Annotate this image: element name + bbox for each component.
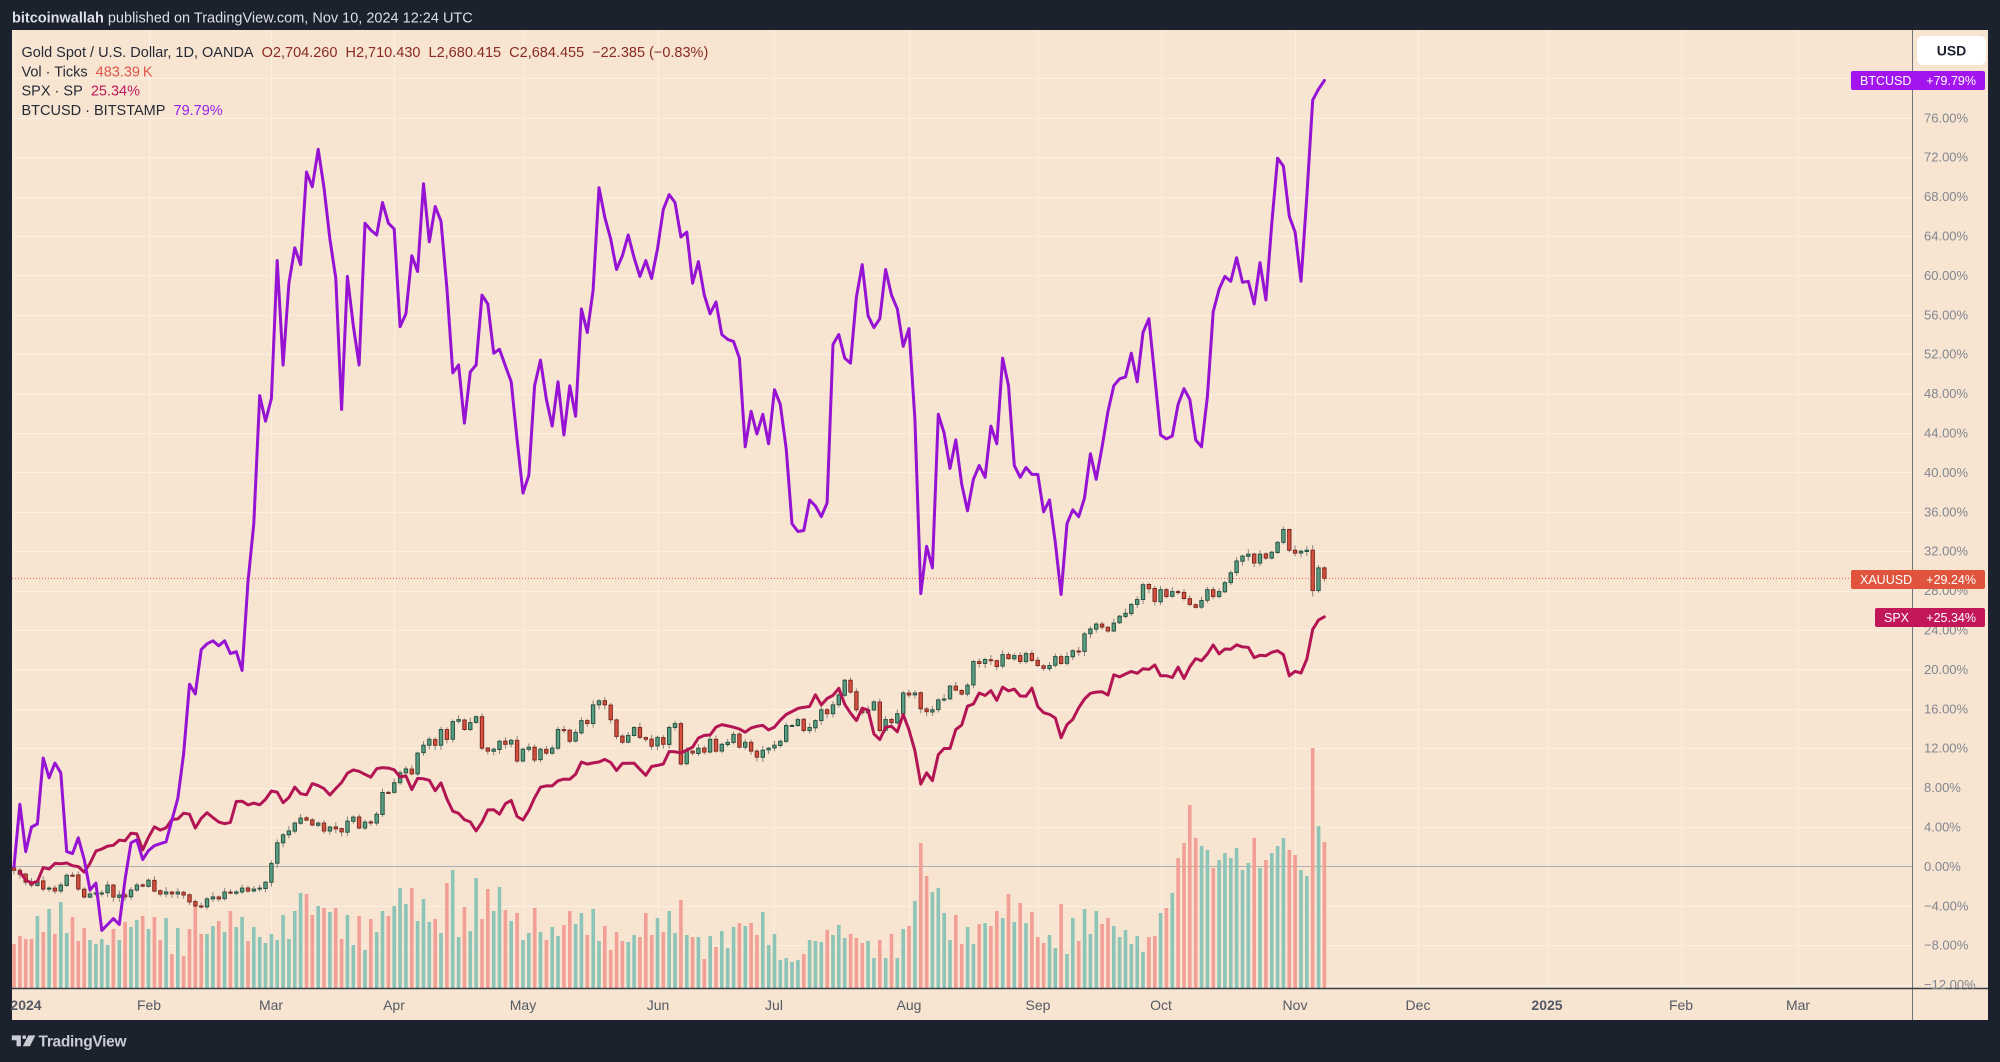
svg-text:52.00%: 52.00% [1924, 347, 1969, 362]
svg-text:36.00%: 36.00% [1924, 504, 1969, 519]
svg-text:Jun: Jun [647, 997, 670, 1013]
svg-text:44.00%: 44.00% [1924, 426, 1969, 441]
svg-text:Nov: Nov [1283, 997, 1308, 1013]
svg-text:40.00%: 40.00% [1924, 465, 1969, 480]
svg-text:−4.00%: −4.00% [1924, 898, 1969, 913]
svg-text:32.00%: 32.00% [1924, 544, 1969, 559]
svg-text:SPX: SPX [1884, 611, 1910, 625]
svg-text:0.00%: 0.00% [1924, 859, 1961, 874]
svg-text:64.00%: 64.00% [1924, 229, 1969, 244]
svg-text:Feb: Feb [1669, 997, 1693, 1013]
svg-text:48.00%: 48.00% [1924, 386, 1969, 401]
svg-text:Mar: Mar [1786, 997, 1810, 1013]
svg-text:Dec: Dec [1406, 997, 1431, 1013]
svg-text:XAUUSD: XAUUSD [1860, 573, 1912, 587]
svg-text:Mar: Mar [259, 997, 283, 1013]
svg-text:+25.34%: +25.34% [1926, 611, 1976, 625]
svg-text:12.00%: 12.00% [1924, 741, 1969, 756]
svg-text:76.00%: 76.00% [1924, 110, 1969, 125]
svg-text:+29.24%: +29.24% [1926, 573, 1976, 587]
svg-text:−8.00%: −8.00% [1924, 938, 1969, 953]
svg-text:2024: 2024 [10, 997, 41, 1013]
svg-text:Oct: Oct [1150, 997, 1172, 1013]
svg-text:4.00%: 4.00% [1924, 820, 1961, 835]
svg-text:BTCUSD · BITSTAMP 79.79%: BTCUSD · BITSTAMP 79.79% [22, 103, 223, 119]
svg-text:Apr: Apr [383, 997, 405, 1013]
svg-text:TradingView: TradingView [39, 1034, 128, 1051]
svg-text:8.00%: 8.00% [1924, 780, 1961, 795]
svg-text:Aug: Aug [897, 997, 922, 1013]
svg-text:60.00%: 60.00% [1924, 268, 1969, 283]
svg-text:Vol · Ticks 483.39 K: Vol · Ticks 483.39 K [22, 64, 153, 80]
svg-text:Gold Spot / U.S. Dollar, 1D, O: Gold Spot / U.S. Dollar, 1D, OANDA O2,70… [22, 45, 709, 61]
svg-text:20.00%: 20.00% [1924, 662, 1969, 677]
svg-text:−12.00%: −12.00% [1924, 977, 1976, 992]
svg-text:USD: USD [1937, 43, 1967, 59]
svg-text:16.00%: 16.00% [1924, 701, 1969, 716]
svg-text:56.00%: 56.00% [1924, 307, 1969, 322]
svg-text:Jul: Jul [765, 997, 783, 1013]
svg-text:Sep: Sep [1026, 997, 1051, 1013]
svg-text:May: May [510, 997, 536, 1013]
svg-text:bitcoinwallah published on Tra: bitcoinwallah published on TradingView.c… [12, 11, 473, 27]
svg-text:+79.79%: +79.79% [1926, 74, 1976, 88]
svg-text:BTCUSD: BTCUSD [1860, 74, 1911, 88]
svg-text:SPX · SP 25.34%: SPX · SP 25.34% [22, 84, 141, 100]
svg-text:2025: 2025 [1531, 997, 1562, 1013]
svg-text:72.00%: 72.00% [1924, 150, 1969, 165]
svg-text:Feb: Feb [137, 997, 161, 1013]
svg-text:68.00%: 68.00% [1924, 189, 1969, 204]
